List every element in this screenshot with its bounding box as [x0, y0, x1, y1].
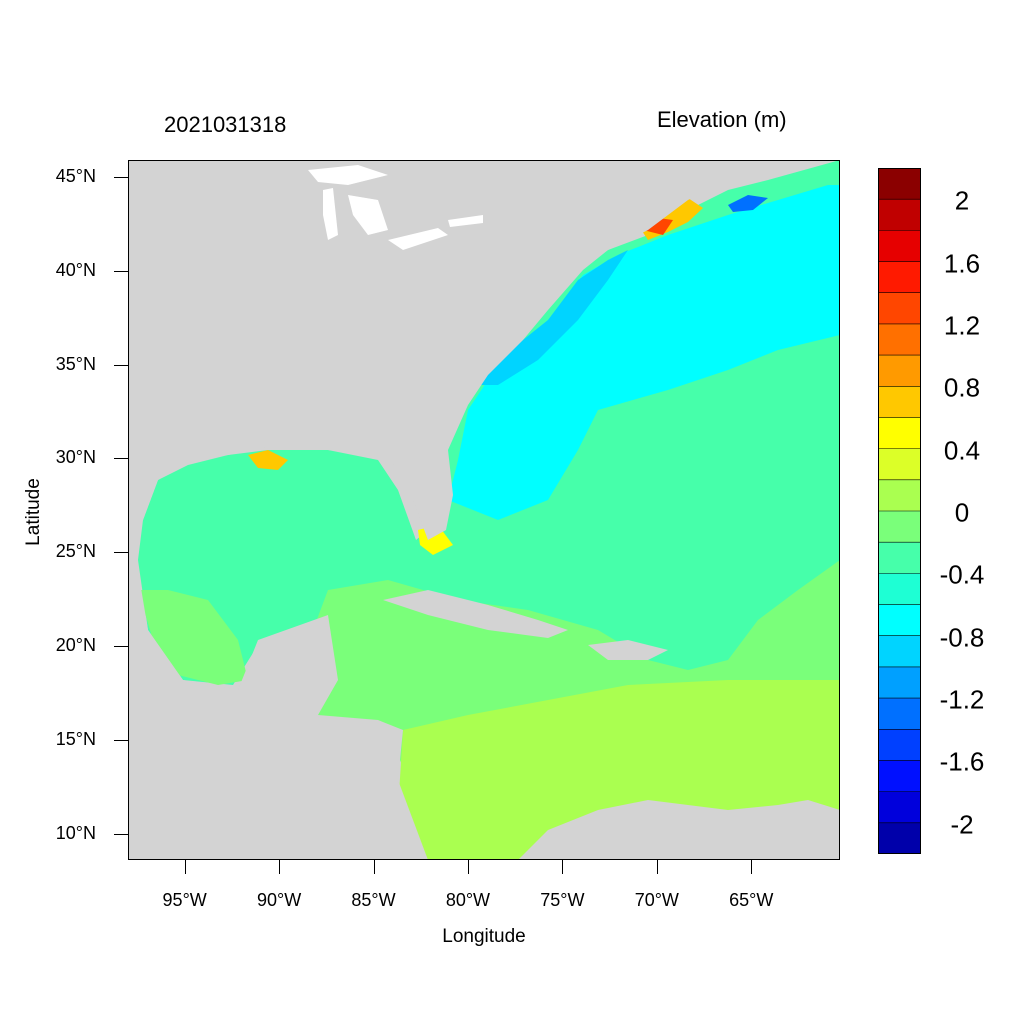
- y-tick-mark: [114, 552, 128, 554]
- colorbar-label: 0.4: [943, 435, 981, 466]
- mexico-central-america-land: [128, 540, 428, 860]
- colorbar-label: 1.6: [943, 248, 981, 279]
- gulf-west-zone: [138, 590, 248, 685]
- colorbar-label: -1.6: [939, 746, 985, 777]
- colorbar-label: -0.4: [939, 559, 985, 590]
- maine-surge-core: [643, 218, 673, 235]
- elevation-map: [128, 160, 840, 860]
- colorbar-swatch: [878, 542, 921, 574]
- nova-scotia-blue: [728, 195, 768, 212]
- colorbar-swatch: [878, 292, 921, 325]
- cuba-land: [383, 590, 568, 638]
- gulf-coast-surge: [248, 450, 288, 470]
- colorbar-label: -2: [950, 809, 974, 840]
- colorbar-label: -0.8: [939, 622, 985, 653]
- north-america-land: [128, 160, 768, 540]
- x-tick-mark: [279, 860, 281, 874]
- y-tick-label: 30°N: [55, 447, 96, 468]
- y-tick-mark: [114, 458, 128, 460]
- colorbar-swatch: [878, 635, 921, 668]
- colorbar-swatch: [878, 386, 921, 418]
- colorbar-swatch: [878, 261, 921, 294]
- colorbar-swatch: [878, 698, 921, 730]
- colorbar-label: 2: [954, 185, 970, 216]
- colorbar-swatch: [878, 355, 921, 387]
- atlantic-cyan-zone: [448, 185, 840, 520]
- y-tick-mark: [114, 270, 128, 272]
- y-tick-label: 20°N: [55, 635, 96, 656]
- x-tick-mark: [467, 860, 469, 874]
- y-tick-mark: [114, 364, 128, 366]
- colorbar-swatch: [878, 666, 921, 699]
- colorbar-swatch: [878, 822, 921, 854]
- colorbar-swatch: [878, 511, 921, 543]
- x-tick-mark: [373, 860, 375, 874]
- y-tick-label: 45°N: [55, 165, 96, 186]
- lake-michigan: [323, 188, 338, 240]
- colorbar-swatch: [878, 791, 921, 824]
- x-tick-label: 90°W: [256, 890, 302, 910]
- colorbar-swatch: [878, 729, 921, 761]
- x-tick-mark: [184, 860, 186, 874]
- x-tick-label: 95°W: [162, 890, 207, 910]
- x-tick-label: 75°W: [540, 890, 585, 910]
- y-tick-label: 25°N: [55, 541, 96, 562]
- colorbar-swatch: [878, 417, 921, 450]
- x-axis-title: Longitude: [442, 926, 526, 947]
- lake-erie: [388, 228, 448, 250]
- x-tick-mark: [562, 860, 564, 874]
- colorbar-swatch: [878, 230, 921, 263]
- y-tick-mark: [114, 176, 128, 178]
- x-tick-label: 80°W: [445, 890, 491, 910]
- y-tick-mark: [114, 833, 128, 835]
- x-tick-label: 65°W: [729, 890, 774, 910]
- colorbar: [878, 168, 921, 854]
- variable-title: Elevation (m): [657, 107, 787, 132]
- y-tick-label: 40°N: [55, 259, 96, 280]
- south-america-land: [518, 800, 840, 860]
- y-tick-label: 35°N: [55, 353, 96, 374]
- lake-ontario: [448, 215, 483, 227]
- colorbar-swatch: [878, 168, 921, 200]
- colorbar-swatch: [878, 573, 921, 606]
- x-tick-mark: [751, 860, 753, 874]
- y-tick-mark: [114, 646, 128, 648]
- colorbar-label: 0.8: [943, 372, 981, 403]
- timestamp-title: 2021031318: [164, 112, 287, 137]
- y-tick-mark: [114, 739, 128, 741]
- colorbar-label: 1.2: [943, 310, 981, 341]
- lake-huron: [348, 195, 388, 235]
- colorbar-swatch: [878, 448, 921, 481]
- y-axis-title: Latitude: [23, 478, 44, 546]
- x-tick-label: 85°W: [351, 890, 396, 910]
- colorbar-swatch: [878, 479, 921, 512]
- colorbar-swatch: [878, 604, 921, 637]
- x-tick-label: 70°W: [634, 890, 679, 910]
- lake-superior: [308, 165, 388, 185]
- colorbar-label: 0: [954, 497, 970, 528]
- y-tick-label: 10°N: [55, 822, 96, 843]
- colorbar-swatch: [878, 323, 921, 356]
- colorbar-swatch: [878, 760, 921, 793]
- hispaniola-land: [588, 640, 668, 660]
- x-tick-mark: [656, 860, 658, 874]
- y-tick-label: 15°N: [55, 728, 96, 749]
- colorbar-swatch: [878, 199, 921, 231]
- colorbar-label: -1.2: [939, 684, 985, 715]
